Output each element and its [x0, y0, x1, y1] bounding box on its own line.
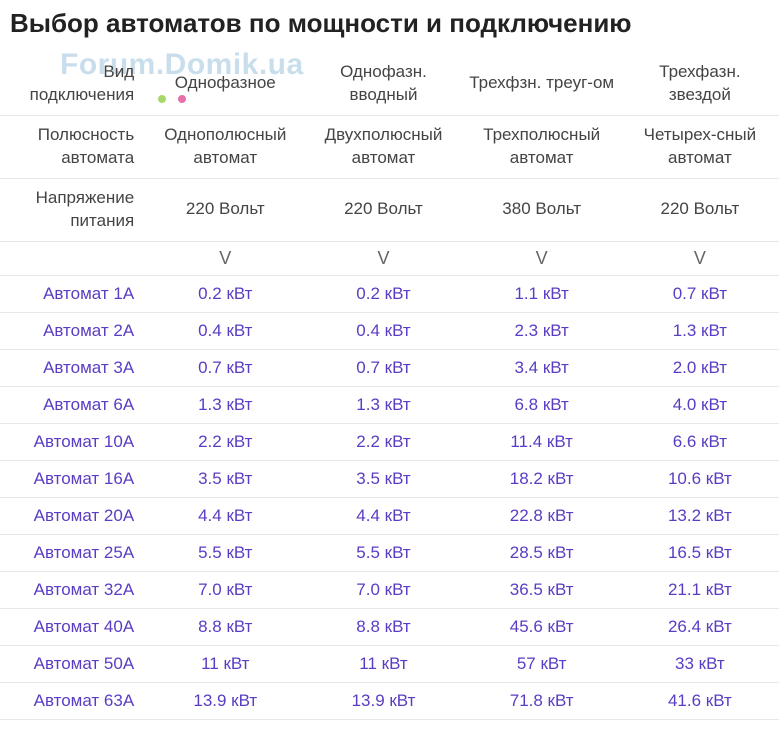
- value-cell: 11 кВт: [146, 645, 304, 682]
- table-row: Автомат 6А1.3 кВт1.3 кВт6.8 кВт4.0 кВт: [0, 386, 779, 423]
- value-cell: 2.2 кВт: [146, 423, 304, 460]
- table-header: Вид подключения Однофазное Однофазн. вво…: [0, 53, 779, 275]
- value-cell: 22.8 кВт: [463, 497, 621, 534]
- table-row: Автомат 2А0.4 кВт0.4 кВт2.3 кВт1.3 кВт: [0, 312, 779, 349]
- value-cell: 2.0 кВт: [621, 349, 779, 386]
- value-cell: 13.2 кВт: [621, 497, 779, 534]
- value-cell: 8.8 кВт: [146, 608, 304, 645]
- expand-toggle[interactable]: V: [621, 241, 779, 275]
- value-cell: 5.5 кВт: [146, 534, 304, 571]
- row-label[interactable]: Автомат 25А: [0, 534, 146, 571]
- table-row: Автомат 16А3.5 кВт3.5 кВт18.2 кВт10.6 кВ…: [0, 460, 779, 497]
- value-cell: 5.5 кВт: [304, 534, 462, 571]
- value-cell: 6.8 кВт: [463, 386, 621, 423]
- row-label[interactable]: Автомат 3А: [0, 349, 146, 386]
- value-cell: 3.5 кВт: [146, 460, 304, 497]
- value-cell: 1.3 кВт: [146, 386, 304, 423]
- table-row: Автомат 20А4.4 кВт4.4 кВт22.8 кВт13.2 кВ…: [0, 497, 779, 534]
- row-label[interactable]: Автомат 50А: [0, 645, 146, 682]
- table-row: Автомат 32А7.0 кВт7.0 кВт36.5 кВт21.1 кВ…: [0, 571, 779, 608]
- header-row-polarity: Полюсность автомата Однополюсный автомат…: [0, 115, 779, 178]
- value-cell: 3.5 кВт: [304, 460, 462, 497]
- header-cell: Однополюсный автомат: [146, 115, 304, 178]
- value-cell: 13.9 кВт: [146, 682, 304, 719]
- header-row-connection: Вид подключения Однофазное Однофазн. вво…: [0, 53, 779, 115]
- header-cell: 220 Вольт: [146, 178, 304, 241]
- value-cell: 0.7 кВт: [304, 349, 462, 386]
- value-cell: 11 кВт: [304, 645, 462, 682]
- row-label[interactable]: Автомат 40А: [0, 608, 146, 645]
- table-row: Автомат 10А2.2 кВт2.2 кВт11.4 кВт6.6 кВт: [0, 423, 779, 460]
- table-row: Автомат 3А0.7 кВт0.7 кВт3.4 кВт2.0 кВт: [0, 349, 779, 386]
- value-cell: 71.8 кВт: [463, 682, 621, 719]
- value-cell: 26.4 кВт: [621, 608, 779, 645]
- value-cell: 0.2 кВт: [304, 275, 462, 312]
- value-cell: 1.1 кВт: [463, 275, 621, 312]
- table-row: Автомат 50А11 кВт11 кВт57 кВт33 кВт: [0, 645, 779, 682]
- value-cell: 7.0 кВт: [304, 571, 462, 608]
- page-title: Выбор автоматов по мощности и подключени…: [0, 0, 779, 53]
- row-label[interactable]: Автомат 20А: [0, 497, 146, 534]
- header-cell: 220 Вольт: [621, 178, 779, 241]
- row-label[interactable]: Автомат 1А: [0, 275, 146, 312]
- table-row: Автомат 40А8.8 кВт8.8 кВт45.6 кВт26.4 кВ…: [0, 608, 779, 645]
- value-cell: 7.0 кВт: [146, 571, 304, 608]
- value-cell: 16.5 кВт: [621, 534, 779, 571]
- value-cell: 1.3 кВт: [621, 312, 779, 349]
- header-cell: Двухполюсный автомат: [304, 115, 462, 178]
- row-label[interactable]: Автомат 63А: [0, 682, 146, 719]
- row-label[interactable]: Автомат 10А: [0, 423, 146, 460]
- value-cell: 36.5 кВт: [463, 571, 621, 608]
- row-label[interactable]: Автомат 16А: [0, 460, 146, 497]
- header-cell: Однофазн. вводный: [304, 53, 462, 115]
- table-row: Автомат 63А13.9 кВт13.9 кВт71.8 кВт41.6 …: [0, 682, 779, 719]
- header-cell: 380 Вольт: [463, 178, 621, 241]
- expand-toggle[interactable]: V: [146, 241, 304, 275]
- expand-row: V V V V: [0, 241, 779, 275]
- row-label[interactable]: Автомат 32А: [0, 571, 146, 608]
- value-cell: 0.7 кВт: [146, 349, 304, 386]
- table-row: Автомат 1А0.2 кВт0.2 кВт1.1 кВт0.7 кВт: [0, 275, 779, 312]
- value-cell: 21.1 кВт: [621, 571, 779, 608]
- value-cell: 2.3 кВт: [463, 312, 621, 349]
- header-label: Вид подключения: [0, 53, 146, 115]
- header-cell: Однофазное: [146, 53, 304, 115]
- row-label[interactable]: Автомат 6А: [0, 386, 146, 423]
- header-cell: Трехполюсный автомат: [463, 115, 621, 178]
- breaker-table: Вид подключения Однофазное Однофазн. вво…: [0, 53, 779, 720]
- header-row-voltage: Напряжение питания 220 Вольт 220 Вольт 3…: [0, 178, 779, 241]
- value-cell: 33 кВт: [621, 645, 779, 682]
- value-cell: 13.9 кВт: [304, 682, 462, 719]
- expand-toggle[interactable]: V: [463, 241, 621, 275]
- value-cell: 4.0 кВт: [621, 386, 779, 423]
- value-cell: 1.3 кВт: [304, 386, 462, 423]
- value-cell: 0.2 кВт: [146, 275, 304, 312]
- value-cell: 6.6 кВт: [621, 423, 779, 460]
- value-cell: 18.2 кВт: [463, 460, 621, 497]
- value-cell: 0.4 кВт: [304, 312, 462, 349]
- header-cell: Трехфзн. треуг-ом: [463, 53, 621, 115]
- value-cell: 0.4 кВт: [146, 312, 304, 349]
- expand-toggle[interactable]: V: [304, 241, 462, 275]
- value-cell: 0.7 кВт: [621, 275, 779, 312]
- value-cell: 41.6 кВт: [621, 682, 779, 719]
- value-cell: 2.2 кВт: [304, 423, 462, 460]
- value-cell: 4.4 кВт: [304, 497, 462, 534]
- row-label[interactable]: Автомат 2А: [0, 312, 146, 349]
- value-cell: 57 кВт: [463, 645, 621, 682]
- value-cell: 3.4 кВт: [463, 349, 621, 386]
- value-cell: 8.8 кВт: [304, 608, 462, 645]
- value-cell: 4.4 кВт: [146, 497, 304, 534]
- value-cell: 10.6 кВт: [621, 460, 779, 497]
- table-row: Автомат 25А5.5 кВт5.5 кВт28.5 кВт16.5 кВ…: [0, 534, 779, 571]
- value-cell: 28.5 кВт: [463, 534, 621, 571]
- header-label: Напряжение питания: [0, 178, 146, 241]
- header-label: Полюсность автомата: [0, 115, 146, 178]
- header-cell: Четырех-сный автомат: [621, 115, 779, 178]
- header-cell: Трехфазн. звездой: [621, 53, 779, 115]
- value-cell: 11.4 кВт: [463, 423, 621, 460]
- header-cell: 220 Вольт: [304, 178, 462, 241]
- value-cell: 45.6 кВт: [463, 608, 621, 645]
- table-body: Автомат 1А0.2 кВт0.2 кВт1.1 кВт0.7 кВтАв…: [0, 275, 779, 719]
